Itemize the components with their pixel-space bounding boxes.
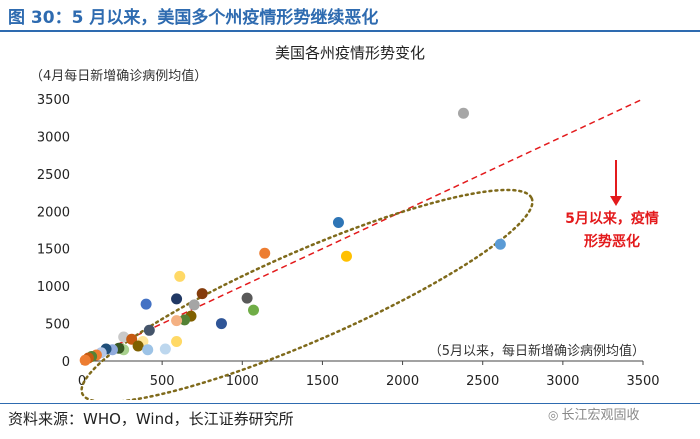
x-tick-label: 1500 bbox=[306, 374, 339, 389]
source-note: 资料来源：WHO，Wind，长江证券研究所 bbox=[8, 410, 294, 428]
data-point bbox=[171, 293, 183, 305]
y-axis-label: （4月每日新增确诊病例均值） bbox=[30, 68, 207, 84]
y-tick-label: 2500 bbox=[37, 168, 70, 183]
y-tick-label: 1000 bbox=[37, 280, 70, 295]
data-point bbox=[259, 247, 271, 259]
x-tick-label: 2500 bbox=[466, 374, 499, 389]
y-tick-label: 0 bbox=[62, 355, 70, 370]
data-point bbox=[215, 318, 227, 330]
chart-title: 美国各州疫情形势变化 bbox=[275, 44, 425, 62]
figure-title: 图 30：5 月以来，美国多个州疫情形势继续恶化 bbox=[8, 8, 379, 28]
scatter-chart: 美国各州疫情形势变化 （4月每日新增确诊病例均值） 0 500 1000 1500 2000… bbox=[30, 44, 660, 400]
data-point bbox=[79, 354, 91, 366]
footer-divider bbox=[0, 403, 700, 404]
x-tick-label: 3000 bbox=[546, 374, 579, 389]
highlight-ellipse bbox=[80, 188, 534, 400]
data-point bbox=[142, 344, 154, 356]
data-point bbox=[196, 288, 208, 300]
data-point bbox=[457, 107, 469, 119]
annotation-line-2: 形势恶化 bbox=[584, 233, 640, 250]
data-point bbox=[332, 217, 344, 229]
data-point bbox=[340, 250, 352, 262]
y-tick-label: 1500 bbox=[37, 243, 70, 258]
y-tick-label: 3500 bbox=[37, 93, 70, 108]
data-point bbox=[171, 315, 183, 327]
figure-header: 图 30：5 月以来，美国多个州疫情形势继续恶化 bbox=[0, 0, 700, 32]
annotation-arrow-head bbox=[610, 196, 622, 206]
y-tick-label: 500 bbox=[45, 318, 70, 333]
data-point bbox=[159, 343, 171, 355]
data-point bbox=[179, 314, 191, 326]
x-axis-label: （5月以来，每日新增确诊病例均值） bbox=[429, 343, 645, 359]
data-point bbox=[494, 238, 506, 250]
data-point bbox=[143, 324, 155, 336]
annotation-line-1: 5月以来，疫情 bbox=[565, 210, 659, 227]
trend-line bbox=[81, 98, 644, 362]
x-tick-label: 500 bbox=[150, 374, 175, 389]
data-point bbox=[132, 340, 144, 352]
data-point bbox=[188, 299, 200, 311]
data-point bbox=[241, 292, 253, 304]
y-tick-label: 3000 bbox=[37, 130, 70, 145]
data-point bbox=[248, 304, 260, 316]
data-point bbox=[174, 270, 186, 282]
wechat-icon: ◎ bbox=[548, 408, 559, 422]
x-tick-label: 1000 bbox=[226, 374, 259, 389]
watermark-text: 长江宏观固收 bbox=[561, 408, 640, 423]
x-tick-label: 0 bbox=[78, 374, 86, 389]
watermark: ◎ 长江宏观固收 bbox=[548, 404, 640, 423]
data-point bbox=[140, 298, 152, 310]
x-tick-label: 3500 bbox=[626, 374, 659, 389]
data-point bbox=[171, 336, 183, 348]
y-tick-label: 2000 bbox=[37, 205, 70, 220]
x-tick-label: 2000 bbox=[386, 374, 419, 389]
